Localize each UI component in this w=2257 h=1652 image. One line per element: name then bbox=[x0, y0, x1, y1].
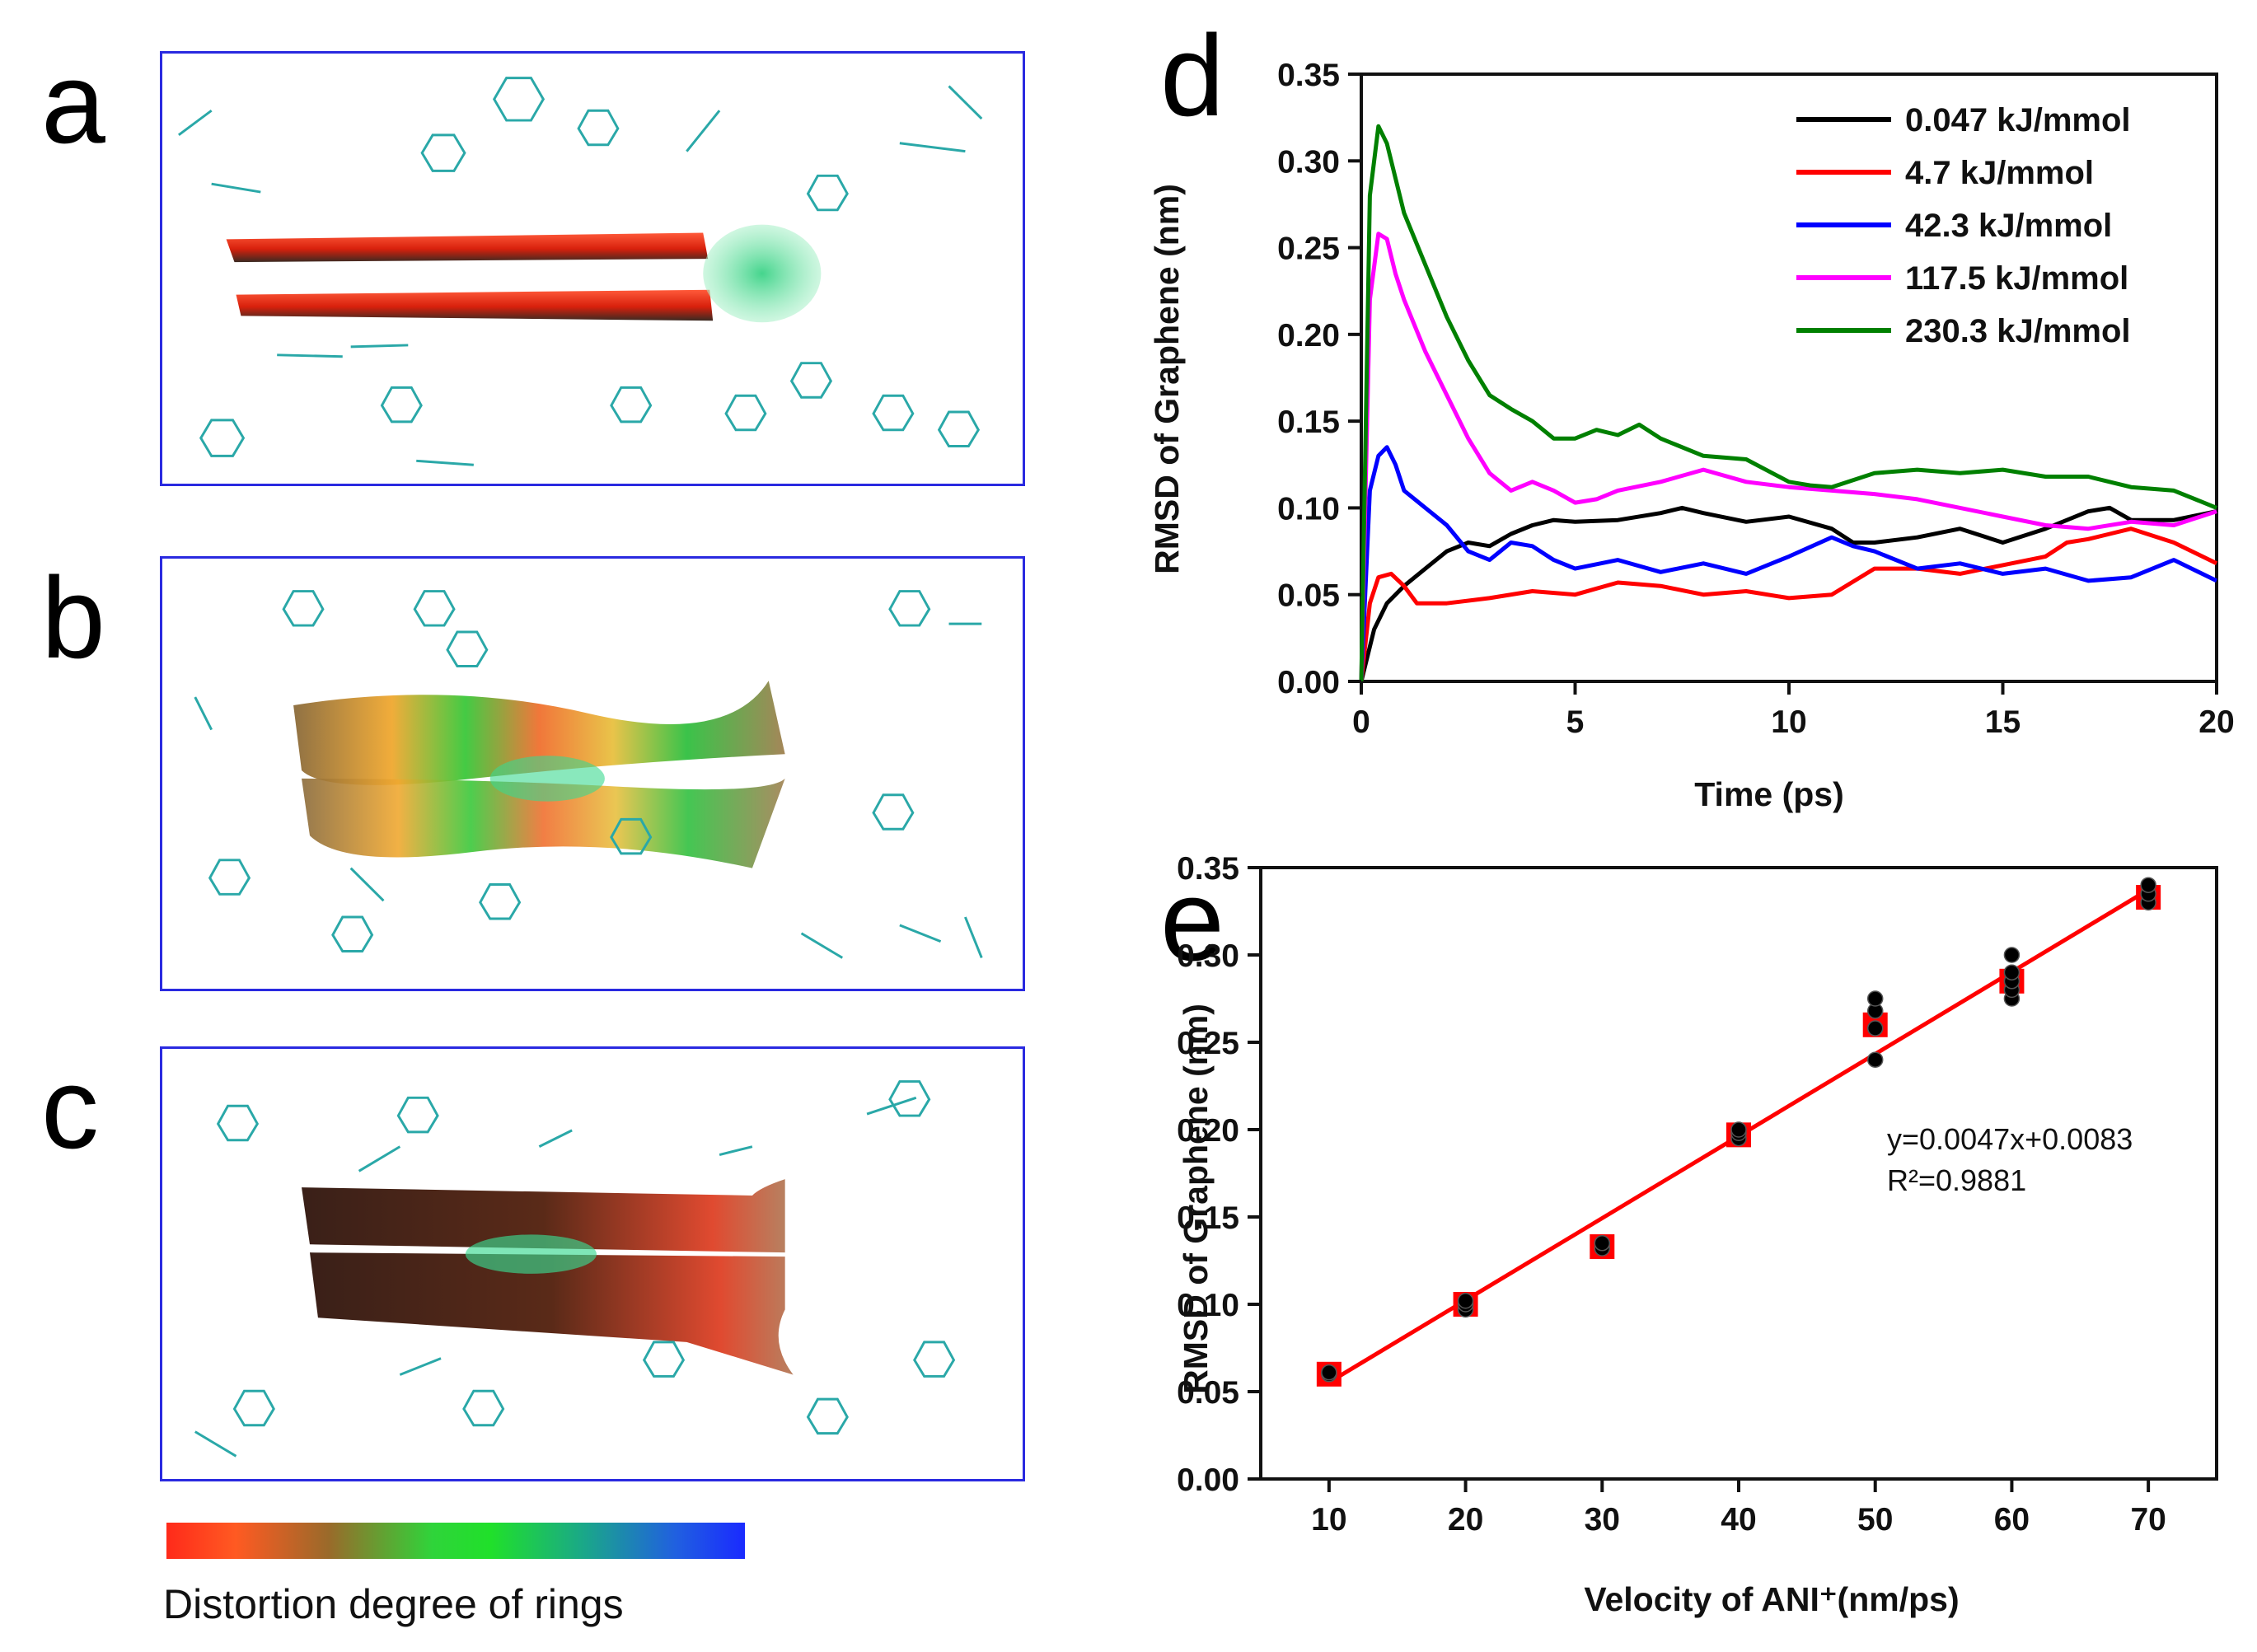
e-run-point bbox=[2140, 877, 2156, 893]
d-legend-label-3: 117.5 kJ/mmol bbox=[1905, 260, 2128, 297]
e-y-tick-label: 0.15 bbox=[1177, 1200, 1239, 1236]
graphene-sheet-top bbox=[226, 232, 709, 263]
e-mean-marker bbox=[1590, 1234, 1615, 1260]
e-mean-marker bbox=[1726, 1122, 1751, 1148]
d-series-line-0 bbox=[1359, 505, 2217, 682]
d-plot-frame bbox=[1360, 73, 2218, 683]
e-run-point bbox=[2140, 894, 2156, 911]
d-series-line-3 bbox=[1359, 232, 2217, 682]
ani-ion-cluster bbox=[465, 1234, 597, 1274]
distorted-sheet-top bbox=[293, 681, 785, 785]
d-y-tick-label: 0.00 bbox=[1277, 665, 1340, 700]
aniline-molecules bbox=[194, 1080, 956, 1458]
panel-label-b: b bbox=[41, 553, 105, 682]
e-run-point bbox=[1321, 1366, 1337, 1383]
distorted-sheet-bottom bbox=[309, 1252, 794, 1375]
e-x-tick-label: 10 bbox=[1311, 1502, 1346, 1537]
e-x-tick-label: 40 bbox=[1721, 1502, 1756, 1537]
e-run-point bbox=[1594, 1235, 1611, 1252]
e-run-point bbox=[2003, 981, 2021, 999]
d-x-tick-label: 10 bbox=[1771, 704, 1806, 740]
d-y-tick-label: 0.25 bbox=[1277, 232, 1340, 267]
d-y-tick-label: 0.05 bbox=[1277, 578, 1340, 614]
distorted-sheet-top bbox=[302, 1179, 785, 1253]
e-run-point bbox=[2003, 964, 2021, 980]
d-series-line-2 bbox=[1359, 445, 2218, 682]
e-y-tick-label: 0.20 bbox=[1177, 1113, 1239, 1149]
e-run-point bbox=[1730, 1125, 1747, 1141]
e-mean-marker bbox=[1999, 968, 2025, 994]
e-run-point bbox=[1457, 1296, 1474, 1313]
e-x-tick-label: 50 bbox=[1857, 1502, 1893, 1537]
e-run-point bbox=[2003, 990, 2021, 1007]
d-y-tick-label: 0.30 bbox=[1277, 144, 1340, 180]
e-x-tick-label: 70 bbox=[2130, 1502, 2166, 1537]
fit-r-squared: R²=0.9881 bbox=[1887, 1163, 2026, 1197]
ani-ion-cluster bbox=[703, 224, 822, 323]
ani-ion-cluster bbox=[489, 756, 605, 802]
e-x-tick-label: 30 bbox=[1585, 1502, 1620, 1537]
d-x-tick-label: 0 bbox=[1352, 704, 1370, 740]
e-run-point bbox=[1321, 1364, 1337, 1381]
d-x-tick-label: 5 bbox=[1566, 704, 1585, 740]
d-x-axis-label: Time (ps) bbox=[1694, 775, 1844, 813]
e-run-point bbox=[2003, 973, 2021, 990]
e-y-axis-label: RMSD of Graphene (nm) bbox=[1177, 1004, 1215, 1394]
e-mean-marker bbox=[1453, 1292, 1478, 1317]
e-plot-frame bbox=[1259, 866, 2218, 1481]
e-y-tick-label: 0.00 bbox=[1177, 1462, 1239, 1498]
panel-label-d: d bbox=[1160, 11, 1224, 140]
e-run-point bbox=[1866, 1003, 1884, 1019]
e-run-point bbox=[1730, 1121, 1747, 1138]
d-y-tick-label: 0.10 bbox=[1277, 491, 1340, 526]
e-y-tick-label: 0.35 bbox=[1177, 851, 1239, 887]
d-y-axis-label: RMSD of Graphene (nm) bbox=[1148, 184, 1186, 574]
e-run-point bbox=[2003, 947, 2021, 963]
snapshot-c bbox=[160, 1046, 1025, 1481]
aniline-molecules bbox=[194, 590, 983, 959]
d-legend-label-1: 4.7 kJ/mmol bbox=[1905, 155, 2094, 191]
e-x-tick-label: 60 bbox=[1994, 1502, 2030, 1537]
d-series-line-1 bbox=[1359, 526, 2218, 682]
e-y-tick-label: 0.05 bbox=[1177, 1375, 1239, 1411]
e-run-point bbox=[1866, 990, 1884, 1007]
d-y-tick-label: 0.15 bbox=[1277, 405, 1340, 440]
e-run-point bbox=[1457, 1293, 1474, 1309]
e-fit-line bbox=[1328, 887, 2150, 1384]
graphene-sheet-bottom bbox=[236, 289, 714, 321]
e-y-tick-label: 0.30 bbox=[1177, 938, 1239, 974]
d-y-tick-label: 0.35 bbox=[1277, 58, 1340, 93]
e-mean-marker bbox=[1862, 1012, 1888, 1037]
d-legend-label-2: 42.3 kJ/mmol bbox=[1905, 208, 2112, 244]
d-legend-label-0: 0.047 kJ/mmol bbox=[1905, 102, 2131, 138]
d-x-tick-label: 20 bbox=[2198, 704, 2234, 740]
distortion-colorbar bbox=[166, 1523, 745, 1559]
e-mean-marker bbox=[2136, 885, 2161, 910]
e-run-point bbox=[1866, 1051, 1884, 1068]
panel-label-c: c bbox=[41, 1043, 99, 1172]
e-y-tick-label: 0.10 bbox=[1177, 1288, 1239, 1323]
e-y-tick-label: 0.25 bbox=[1177, 1026, 1239, 1061]
d-legend-label-4: 230.3 kJ/mmol bbox=[1905, 313, 2131, 349]
d-series-line-4 bbox=[1359, 124, 2217, 682]
d-x-tick-label: 15 bbox=[1985, 704, 2021, 740]
e-x-axis-label: Velocity of ANI⁺(nm/ps) bbox=[1584, 1580, 1959, 1618]
e-run-point bbox=[2140, 886, 2156, 902]
e-mean-marker bbox=[1316, 1361, 1342, 1387]
aniline-molecules bbox=[177, 77, 983, 466]
distorted-sheet-bottom bbox=[302, 778, 785, 868]
e-run-point bbox=[1730, 1130, 1747, 1147]
panel-label-e: e bbox=[1160, 855, 1224, 985]
fit-equation: y=0.0047x+0.0083 bbox=[1887, 1122, 2133, 1156]
e-run-point bbox=[1457, 1301, 1474, 1318]
e-run-point bbox=[1594, 1240, 1611, 1257]
d-y-tick-label: 0.20 bbox=[1277, 318, 1340, 353]
panel-label-a: a bbox=[41, 38, 105, 167]
e-x-tick-label: 20 bbox=[1448, 1502, 1483, 1537]
snapshot-a bbox=[160, 51, 1025, 486]
snapshot-b bbox=[160, 556, 1025, 991]
colorbar-label: Distortion degree of rings bbox=[163, 1581, 624, 1627]
e-run-point bbox=[1866, 1020, 1884, 1037]
